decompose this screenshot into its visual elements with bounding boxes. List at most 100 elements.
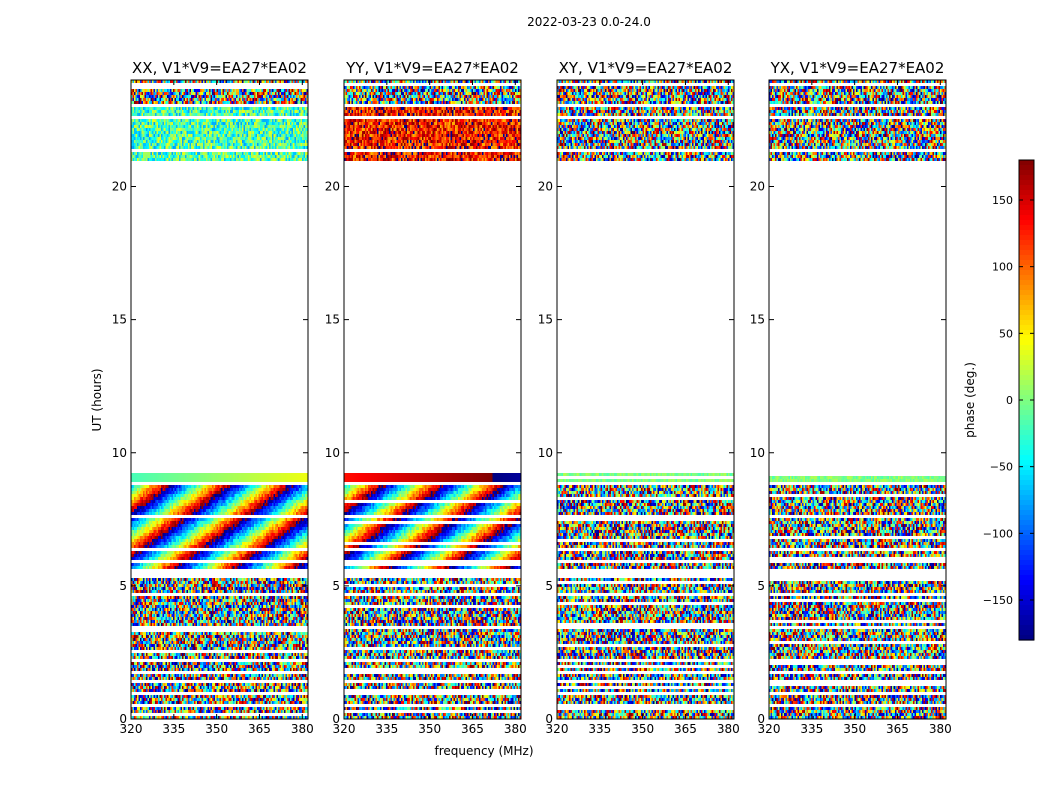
colorbar-tick-label: 150 [992,194,1013,207]
colorbar-swatch [1019,615,1034,621]
colorbar-swatch [1019,370,1034,376]
colorbar-swatch [1019,435,1034,441]
colorbar-swatch [1019,475,1034,481]
colorbar-swatch [1019,630,1034,636]
colorbar-swatch [1019,465,1034,471]
colorbar-swatch [1019,585,1034,591]
colorbar-swatch [1019,260,1034,266]
panels-group: XX, V1*V9=EA27*EA02 320 335 350 365 380 0 5 10 15… [112,59,952,736]
colorbar-swatch [1019,335,1034,341]
colorbar-swatch [1019,270,1034,276]
x-tick-label: 335 [375,722,398,736]
colorbar-swatch [1019,620,1034,626]
y-axis-label: UT (hours) [90,368,104,431]
colorbar-swatch [1019,175,1034,181]
colorbar-swatch [1019,445,1034,451]
x-tick-label: 350 [843,722,866,736]
x-tick-label: 335 [800,722,823,736]
colorbar-swatch [1019,420,1034,426]
colorbar-swatch [1019,195,1034,201]
colorbar-swatch [1019,160,1034,166]
colorbar-swatch [1019,180,1034,186]
colorbar-swatch [1019,430,1034,436]
axes-frame [556,79,735,720]
axes-frame [343,79,522,720]
y-tick-label: 20 [112,180,127,194]
colorbar-swatch [1019,635,1034,641]
colorbar-swatch [1019,190,1034,196]
colorbar-swatch [1019,355,1034,361]
colorbar-swatch [1019,560,1034,566]
colorbar-swatch [1019,325,1034,331]
colorbar-swatch [1019,385,1034,391]
axes-frame [768,79,947,720]
x-tick-label: 320 [546,722,569,736]
colorbar-swatch [1019,605,1034,611]
x-tick-label: 320 [333,722,356,736]
panel-4: YX, V1*V9=EA27*EA02 320 335 350 365 380 0 5 10 15… [750,59,952,736]
colorbar-tick-label: 50 [999,327,1013,340]
colorbar-swatch [1019,470,1034,476]
x-tick-label: 350 [418,722,441,736]
x-tick-label: 320 [758,722,781,736]
colorbar-swatch [1019,425,1034,431]
panel-title: XY, V1*V9=EA27*EA02 [559,59,733,77]
y-tick-label: 10 [325,446,340,460]
colorbar-tick-label: 0 [1006,394,1013,407]
colorbar-tick-label: −100 [983,527,1013,540]
y-tick-label: 20 [750,180,765,194]
colorbar-swatch [1019,525,1034,531]
colorbar-swatch [1019,540,1034,546]
x-tick-label: 335 [588,722,611,736]
colorbar-label: phase (deg.) [963,362,977,438]
phase-heatmap-image [344,80,521,719]
colorbar-swatch [1019,345,1034,351]
colorbar-swatch [1019,220,1034,226]
x-tick-label: 365 [674,722,697,736]
colorbar-swatch [1019,205,1034,211]
colorbar-swatch [1019,310,1034,316]
colorbar-swatch [1019,510,1034,516]
y-tick-label: 0 [332,712,340,726]
colorbar-swatch [1019,295,1034,301]
x-tick-label: 350 [205,722,228,736]
y-tick-label: 10 [750,446,765,460]
colorbar-swatch [1019,625,1034,631]
colorbar-swatch [1019,210,1034,216]
x-tick-label: 365 [886,722,909,736]
x-tick-label: 380 [929,722,952,736]
panel-2: YY, V1*V9=EA27*EA02 320 335 350 365 380 0 5 10 15… [325,59,527,736]
y-tick-label: 15 [538,313,553,327]
panel-title: YX, V1*V9=EA27*EA02 [770,59,945,77]
colorbar-swatch [1019,480,1034,486]
figure-suptitle: 2022-03-23 0.0-24.0 [527,15,651,29]
colorbar-swatch [1019,520,1034,526]
colorbar-swatch [1019,515,1034,521]
panel-title: XX, V1*V9=EA27*EA02 [132,59,307,77]
y-tick-label: 5 [332,579,340,593]
colorbar-swatch [1019,300,1034,306]
colorbar-swatch [1019,185,1034,191]
colorbar-tick-label: −150 [983,594,1013,607]
x-tick-label: 380 [717,722,740,736]
y-tick-label: 15 [112,313,127,327]
colorbar-swatch [1019,535,1034,541]
y-tick-label: 0 [757,712,765,726]
x-tick-label: 365 [461,722,484,736]
colorbar-swatch [1019,245,1034,251]
colorbar-swatch [1019,305,1034,311]
colorbar-swatch [1019,580,1034,586]
x-tick-label: 335 [162,722,185,736]
x-tick-label: 380 [504,722,527,736]
x-tick-label: 320 [120,722,143,736]
panel-1: XX, V1*V9=EA27*EA02 320 335 350 365 380 0 5 10 15… [112,59,314,736]
colorbar-swatch [1019,255,1034,261]
colorbar-swatch [1019,405,1034,411]
colorbar-swatch [1019,485,1034,491]
colorbar-swatch [1019,550,1034,556]
x-axis-label: frequency (MHz) [434,744,533,758]
y-tick-label: 15 [750,313,765,327]
colorbar-swatch [1019,320,1034,326]
colorbar-swatch [1019,285,1034,291]
x-tick-label: 365 [248,722,271,736]
